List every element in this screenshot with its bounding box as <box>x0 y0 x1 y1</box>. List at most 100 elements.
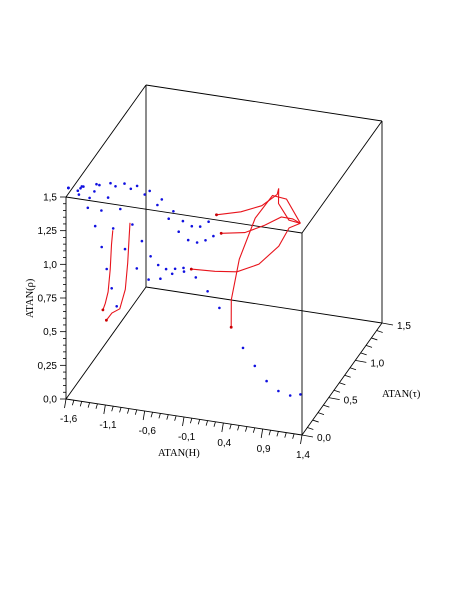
y-tick-label: 0,0 <box>317 433 331 444</box>
x-tick <box>166 414 169 420</box>
x-tick <box>87 402 90 408</box>
x-tick <box>174 415 177 421</box>
x-tick <box>71 400 75 406</box>
series-1-point <box>119 207 122 211</box>
y-tick <box>355 359 367 363</box>
series-0-point <box>218 306 221 310</box>
y-tick <box>339 382 346 386</box>
x-tick-label: -1,1 <box>99 420 117 431</box>
series-0-point <box>182 270 186 273</box>
series-1-point <box>140 239 144 243</box>
series-3-point <box>109 181 112 185</box>
x-tick <box>260 428 264 439</box>
series-10-curve <box>230 194 301 328</box>
y-tick <box>349 367 357 371</box>
series-1-point <box>173 267 177 271</box>
x-tick <box>127 408 130 414</box>
series-0-point <box>265 379 268 383</box>
series-2-point <box>129 187 133 191</box>
series-2-point <box>204 239 207 242</box>
x-tick <box>300 434 303 445</box>
y-tick <box>328 397 340 401</box>
axis-ticks <box>60 196 394 445</box>
series-3-point <box>148 189 151 193</box>
series-4-point <box>77 193 81 196</box>
series-0-point <box>299 393 302 396</box>
x-tick-label: -0,6 <box>139 426 157 437</box>
series-4-point <box>115 305 118 308</box>
series-3-point <box>123 182 126 185</box>
x-tick-label: -0,1 <box>178 432 196 443</box>
x-tick <box>276 431 279 437</box>
x-tick <box>158 413 161 419</box>
series-1-point <box>182 266 185 270</box>
x-tick <box>150 412 153 418</box>
wireframe-box <box>65 84 383 436</box>
series-0-point <box>288 394 292 397</box>
x-tick-label: 0,9 <box>257 444 271 455</box>
x-tick <box>142 410 146 421</box>
y-tick <box>317 412 325 415</box>
series-2-point <box>143 193 146 196</box>
series-0-point <box>123 247 127 251</box>
y-tick <box>312 419 319 423</box>
x-tick-label: 1,4 <box>296 450 310 461</box>
box-edge-1 <box>65 286 147 400</box>
series-2-point <box>98 183 101 187</box>
series-8-curve <box>221 216 301 234</box>
series-3-point <box>80 185 84 188</box>
series-3-point <box>172 210 175 213</box>
series-6-start-marker <box>105 318 108 322</box>
series-1-point <box>156 263 160 267</box>
x-tick <box>292 433 295 439</box>
series-1-point <box>106 196 110 199</box>
y-tick <box>381 322 394 326</box>
x-tick <box>245 426 248 432</box>
series-0-point <box>100 209 103 212</box>
x-tick <box>64 398 67 409</box>
series-0-point <box>159 277 162 281</box>
box-edge-10 <box>301 120 383 234</box>
z-tick-label: 1,0 <box>43 260 57 271</box>
series-3-point <box>207 220 210 223</box>
x-tick <box>284 432 287 438</box>
y-tick <box>333 389 341 393</box>
series-2-point <box>177 230 180 233</box>
y-tick <box>371 337 378 341</box>
box-edge-5 <box>145 286 383 324</box>
series-0-point <box>277 389 280 393</box>
x-tick <box>182 416 185 427</box>
x-tick <box>79 401 83 407</box>
x-tick <box>95 403 98 409</box>
y-tick <box>323 404 330 408</box>
z-tick-label: 0,75 <box>38 294 58 305</box>
y-tick <box>344 374 351 378</box>
y-tick <box>360 352 367 356</box>
x-tick <box>197 419 201 425</box>
x-tick <box>237 425 240 431</box>
series-1-point <box>131 223 134 226</box>
x-tick <box>134 409 138 415</box>
y-tick <box>376 330 383 333</box>
series-1-point <box>164 267 168 271</box>
z-tick-label: 0,5 <box>43 327 57 338</box>
series-0-point <box>88 196 91 200</box>
series-3-point <box>198 225 202 228</box>
x-tick <box>213 421 216 427</box>
box-edge-7 <box>65 196 303 234</box>
series-7-curve <box>191 222 301 273</box>
series-0-point <box>76 189 80 192</box>
y-tick <box>365 345 373 348</box>
series-0-point <box>194 276 198 279</box>
series-5-curve <box>102 230 114 311</box>
z-tick-label: 1,25 <box>38 226 58 237</box>
x-tick <box>111 406 114 412</box>
y-axis-title: ATAN(τ) <box>382 389 421 400</box>
series-4-point <box>67 186 70 190</box>
x-tick <box>205 420 208 426</box>
x-tick-label: -1,6 <box>60 414 78 425</box>
series-3-point <box>190 224 194 228</box>
y-tick-label: 0,5 <box>344 396 358 407</box>
series-3-point <box>135 184 139 188</box>
